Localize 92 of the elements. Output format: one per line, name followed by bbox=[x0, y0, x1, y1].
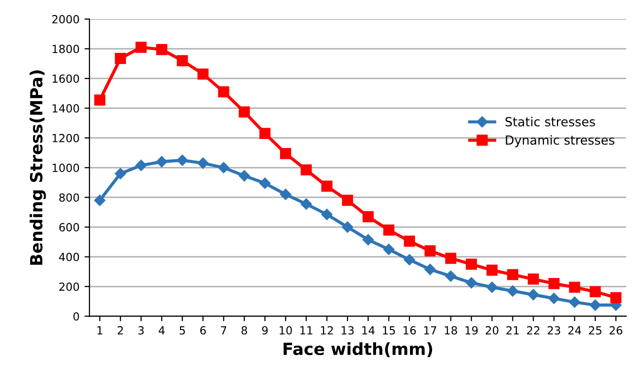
point bbox=[197, 158, 209, 169]
point bbox=[218, 162, 230, 174]
x-axis-title: Face width(mm) bbox=[284, 342, 432, 358]
point bbox=[321, 180, 332, 192]
y-tick-label: 600 bbox=[59, 223, 79, 232]
y-tick-label: 0 bbox=[73, 312, 79, 321]
point bbox=[280, 188, 292, 200]
x-tick-label: 24 bbox=[568, 326, 582, 334]
y-tick-label: 400 bbox=[59, 252, 79, 262]
x-tick-label: 9 bbox=[262, 326, 268, 335]
point bbox=[135, 160, 147, 172]
x-tick-label: 21 bbox=[506, 326, 519, 334]
point bbox=[528, 274, 539, 285]
x-tick-label: 10 bbox=[280, 326, 292, 335]
y-tick-label: 1200 bbox=[52, 134, 79, 142]
x-tick-label: 6 bbox=[200, 326, 206, 335]
x-tick-label: 23 bbox=[548, 326, 560, 335]
point bbox=[176, 55, 188, 66]
point bbox=[114, 168, 126, 180]
point bbox=[424, 245, 436, 256]
point bbox=[528, 289, 539, 300]
point bbox=[445, 252, 456, 264]
point bbox=[280, 148, 292, 160]
y-tick-label: 800 bbox=[59, 193, 79, 202]
point bbox=[569, 282, 580, 293]
x-tick-label: 20 bbox=[486, 326, 498, 335]
point bbox=[342, 194, 354, 206]
point bbox=[156, 156, 168, 168]
legend-label: Static stresses bbox=[506, 116, 595, 126]
x-tick-label: 4 bbox=[158, 326, 165, 334]
y-tick-label: 1600 bbox=[52, 74, 79, 83]
x-tick-label: 13 bbox=[342, 326, 354, 335]
point bbox=[156, 44, 168, 56]
point bbox=[466, 277, 477, 288]
x-tick-label: 2 bbox=[118, 326, 123, 334]
x-tick-label: 14 bbox=[362, 326, 375, 334]
point bbox=[176, 154, 188, 166]
point bbox=[486, 282, 498, 293]
point bbox=[569, 296, 580, 308]
x-tick-label: 18 bbox=[444, 326, 458, 335]
point bbox=[300, 164, 312, 176]
point bbox=[548, 292, 560, 304]
x-tick-label: 22 bbox=[527, 326, 540, 334]
point bbox=[321, 208, 332, 220]
x-tick-label: 12 bbox=[321, 326, 333, 334]
point bbox=[507, 269, 518, 280]
y-tick-label: 200 bbox=[59, 282, 79, 291]
x-tick-label: 16 bbox=[404, 326, 416, 335]
point bbox=[114, 52, 126, 64]
point bbox=[590, 299, 601, 311]
x-tick-label: 5 bbox=[180, 326, 185, 335]
point bbox=[362, 211, 374, 222]
point bbox=[590, 286, 601, 298]
point bbox=[94, 194, 106, 206]
point bbox=[259, 178, 271, 189]
x-tick-label: 3 bbox=[138, 326, 144, 335]
point bbox=[238, 106, 250, 118]
point bbox=[466, 258, 477, 270]
y-axis-title: Bending Stress(MPa) bbox=[30, 70, 46, 265]
point bbox=[383, 244, 394, 255]
x-tick-label: 19 bbox=[466, 326, 478, 335]
y-tick-label: 1800 bbox=[52, 44, 79, 54]
y-tick-label: 1400 bbox=[52, 104, 79, 113]
point bbox=[486, 264, 498, 276]
point bbox=[94, 94, 106, 106]
x-tick-label: 1 bbox=[97, 326, 102, 334]
point bbox=[404, 254, 416, 266]
x-tick-label: 11 bbox=[300, 326, 312, 334]
point bbox=[197, 68, 209, 80]
point bbox=[342, 221, 354, 233]
point bbox=[424, 264, 436, 276]
x-tick-label: 7 bbox=[221, 326, 226, 334]
x-tick-label: 15 bbox=[382, 326, 395, 335]
point bbox=[507, 285, 518, 297]
x-tick-label: 26 bbox=[610, 326, 622, 335]
point bbox=[362, 234, 374, 246]
y-tick-label: 1000 bbox=[52, 164, 79, 172]
point bbox=[300, 198, 312, 210]
point bbox=[383, 224, 394, 236]
point bbox=[548, 278, 560, 290]
x-tick-label: 17 bbox=[424, 326, 436, 334]
point bbox=[136, 42, 147, 53]
legend-label: Dynamic stresses bbox=[506, 135, 614, 148]
point bbox=[218, 86, 230, 98]
y-tick-label: 2000 bbox=[52, 15, 79, 24]
x-tick-label: 25 bbox=[589, 326, 602, 335]
x-tick-label: 8 bbox=[242, 326, 248, 335]
point bbox=[238, 170, 250, 182]
point bbox=[445, 270, 456, 282]
point bbox=[404, 236, 416, 247]
point bbox=[610, 292, 622, 304]
point bbox=[259, 128, 270, 140]
